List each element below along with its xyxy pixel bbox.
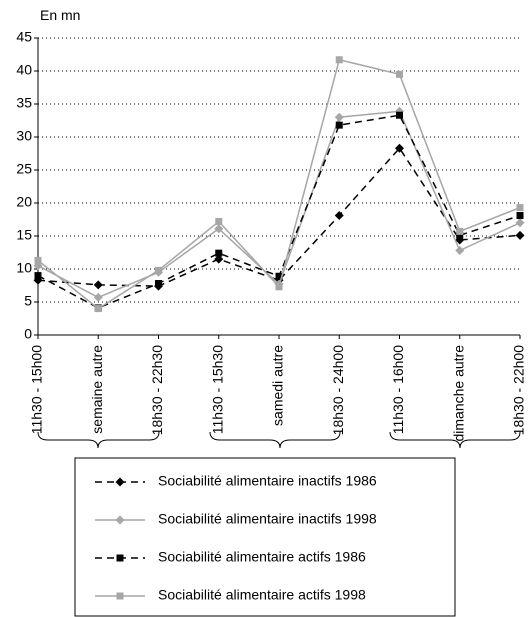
marker	[215, 217, 223, 225]
y-tick-label: 20	[16, 194, 32, 210]
marker	[214, 224, 224, 234]
group-braces	[37, 431, 521, 449]
y-tick-label: 40	[16, 62, 32, 78]
legend-label: Sociabilité alimentaire inactifs 1998	[158, 511, 377, 527]
y-tick-label: 15	[16, 227, 32, 243]
marker	[94, 305, 102, 313]
y-tick-label: 10	[16, 260, 32, 276]
marker	[335, 56, 343, 64]
y-tick-label: 35	[16, 95, 32, 111]
series	[34, 56, 524, 313]
marker	[116, 554, 124, 562]
x-tick-label: 18h30 - 22h30	[149, 345, 165, 436]
x-tick-label: 11h30 - 15h30	[209, 345, 225, 434]
marker	[34, 256, 42, 264]
marker	[456, 227, 464, 235]
marker	[34, 272, 42, 280]
marker	[456, 231, 464, 239]
marker	[155, 280, 162, 288]
marker	[115, 515, 125, 525]
marker	[335, 121, 343, 129]
y-tick-label: 30	[16, 128, 32, 144]
marker	[455, 246, 465, 256]
x-tick-label: dimanche autre	[450, 345, 466, 442]
marker	[516, 204, 524, 212]
series-line	[37, 146, 521, 287]
marker	[93, 292, 103, 302]
x-tick-label: 11h30 - 16h00	[390, 345, 406, 434]
x-tick-label: samedi autre	[270, 345, 286, 426]
marker	[395, 143, 404, 153]
series	[33, 106, 525, 302]
y-axis-label: En mn	[40, 7, 80, 23]
marker	[155, 266, 162, 274]
marker	[334, 211, 344, 221]
legend-box	[74, 457, 456, 617]
y-tick-label: 5	[24, 293, 32, 309]
legend-label: Sociabilité alimentaire actifs 1998	[158, 587, 366, 603]
marker	[515, 218, 525, 228]
series-line	[37, 58, 521, 310]
y-tick-label: 0	[24, 326, 32, 342]
legend-label: Sociabilité alimentaire inactifs 1986	[158, 473, 377, 489]
marker	[275, 272, 283, 280]
x-tick-label: 18h30 - 22h00	[511, 345, 527, 436]
marker	[116, 592, 124, 600]
marker	[275, 283, 283, 291]
marker	[334, 112, 344, 122]
x-tick-label: 18h30 - 24h00	[330, 345, 346, 436]
marker	[396, 111, 403, 119]
marker	[215, 249, 223, 257]
y-tick-label: 25	[16, 161, 32, 177]
marker	[516, 212, 524, 220]
x-tick-label: semaine autre	[89, 345, 105, 434]
y-tick-label: 45	[16, 29, 32, 45]
marker	[93, 280, 103, 290]
legend-label: Sociabilité alimentaire actifs 1986	[158, 549, 366, 565]
marker	[214, 254, 224, 264]
marker	[515, 230, 525, 240]
marker	[396, 70, 403, 78]
marker	[115, 477, 125, 487]
x-tick-label: 11h30 - 15h00	[29, 345, 45, 434]
